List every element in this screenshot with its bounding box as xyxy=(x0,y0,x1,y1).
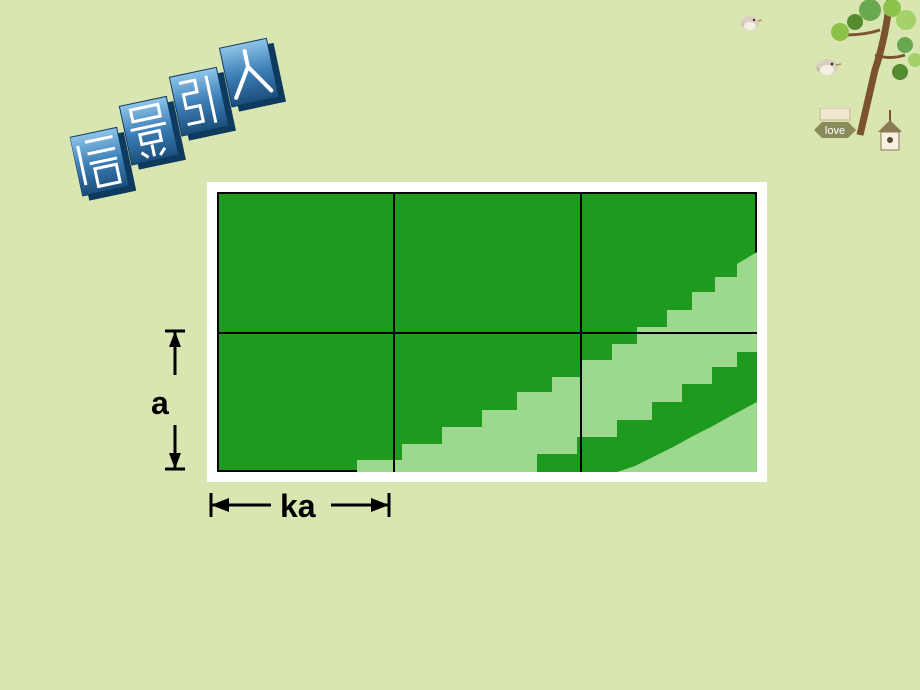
dim-horizontal-label: ka xyxy=(280,488,316,525)
love-ribbon-svg: love xyxy=(814,108,864,140)
decor-corner: love xyxy=(720,0,920,200)
diagram xyxy=(207,182,767,482)
dim-horizontal: ka xyxy=(205,485,395,525)
decor-svg xyxy=(720,0,920,200)
dim-vertical-label: a xyxy=(151,385,169,422)
love-text: love xyxy=(825,125,845,137)
love-ribbon: love xyxy=(814,108,864,145)
dim-vertical: a xyxy=(155,325,195,475)
grid-hline xyxy=(217,332,757,334)
